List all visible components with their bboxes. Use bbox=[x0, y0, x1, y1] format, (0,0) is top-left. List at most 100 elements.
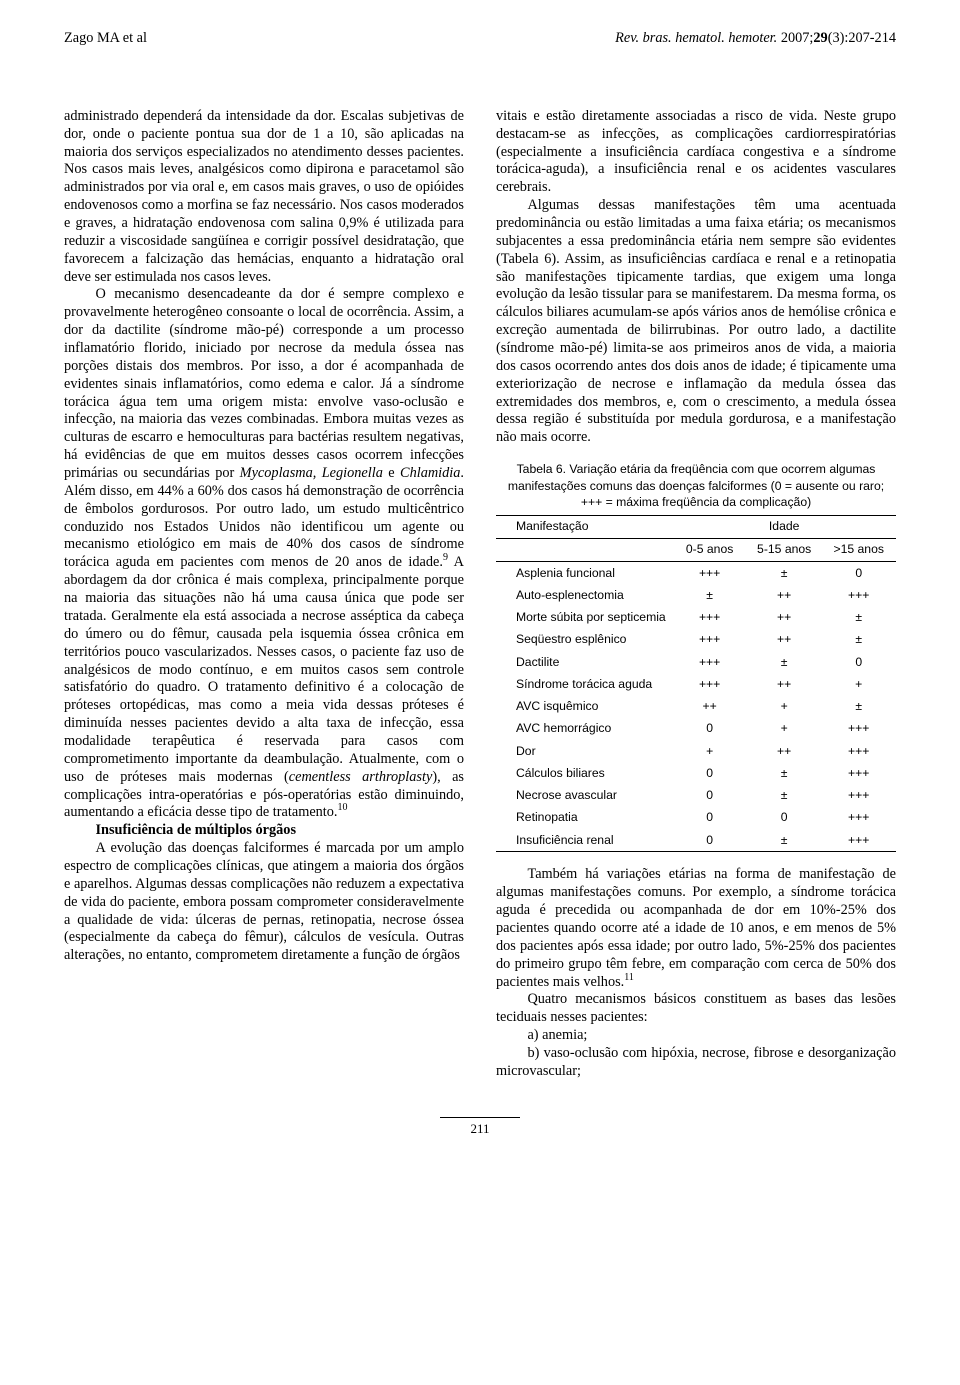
row-value: ++ bbox=[747, 629, 822, 651]
table-row: Seqüestro esplênico+++++± bbox=[496, 629, 896, 651]
journal-year: 2007; bbox=[781, 30, 814, 46]
ref-10: 10 bbox=[338, 803, 348, 814]
table-body: Asplenia funcional+++±0Auto-esplenectomi… bbox=[496, 562, 896, 852]
th-manifest: Manifestação bbox=[496, 515, 672, 538]
journal-vol: 29 bbox=[813, 30, 827, 46]
row-value: ++ bbox=[747, 673, 822, 695]
row-value: +++ bbox=[821, 740, 896, 762]
section-heading: Insuficiência de múltiplos órgãos bbox=[64, 822, 464, 840]
row-label: Insuficiência renal bbox=[496, 829, 672, 852]
row-value: + bbox=[672, 740, 747, 762]
text-run: A abordagem da dor crônica é mais comple… bbox=[64, 554, 464, 784]
row-value: +++ bbox=[672, 607, 747, 629]
right-p2: Algumas dessas manifestações têm uma ace… bbox=[496, 197, 896, 447]
row-value: ++ bbox=[672, 696, 747, 718]
row-label: AVC hemorrágico bbox=[496, 718, 672, 740]
text-run: O mecanismo desencadeante da dor é sempr… bbox=[64, 286, 464, 481]
row-value: ± bbox=[821, 629, 896, 651]
row-value: +++ bbox=[821, 718, 896, 740]
table-row: Morte súbita por septicemia+++++± bbox=[496, 607, 896, 629]
table-row: Retinopatia00+++ bbox=[496, 807, 896, 829]
row-value: 0 bbox=[672, 829, 747, 852]
row-value: +++ bbox=[672, 562, 747, 585]
row-value: ± bbox=[672, 584, 747, 606]
right-p1: vitais e estão diretamente associadas a … bbox=[496, 108, 896, 197]
row-value: +++ bbox=[821, 584, 896, 606]
row-label: Auto-esplenectomia bbox=[496, 584, 672, 606]
row-value: 0 bbox=[672, 785, 747, 807]
left-p3: A evolução das doenças falciformes é mar… bbox=[64, 840, 464, 965]
ref-11: 11 bbox=[624, 972, 634, 983]
th-age-1: 5-15 anos bbox=[747, 538, 822, 561]
table-row: AVC isquêmico+++± bbox=[496, 696, 896, 718]
text-run: e bbox=[383, 465, 400, 481]
table-row: Dor++++++ bbox=[496, 740, 896, 762]
row-label: Dor bbox=[496, 740, 672, 762]
row-value: ++ bbox=[747, 740, 822, 762]
row-value: ± bbox=[747, 829, 822, 852]
journal-name: Rev. bras. hematol. hemoter. bbox=[615, 30, 781, 46]
table-row: Necrose avascular0±+++ bbox=[496, 785, 896, 807]
row-value: 0 bbox=[672, 807, 747, 829]
row-value: +++ bbox=[821, 785, 896, 807]
running-header: Zago MA et al Rev. bras. hematol. hemote… bbox=[64, 30, 896, 48]
table-caption: Tabela 6. Variação etária da freqüência … bbox=[496, 461, 896, 514]
row-value: 0 bbox=[821, 562, 896, 585]
table-header-row-2: 0-5 anos 5-15 anos >15 anos bbox=[496, 538, 896, 561]
row-value: + bbox=[747, 718, 822, 740]
table-row: Asplenia funcional+++±0 bbox=[496, 562, 896, 585]
row-value: ± bbox=[747, 785, 822, 807]
row-value: ++ bbox=[747, 607, 822, 629]
mech-a: a) anemia; bbox=[496, 1027, 896, 1045]
row-value: +++ bbox=[821, 762, 896, 784]
right-p4: Quatro mecanismos básicos constituem as … bbox=[496, 991, 896, 1027]
row-value: ± bbox=[747, 762, 822, 784]
row-value: 0 bbox=[747, 807, 822, 829]
row-label: Síndrome torácica aguda bbox=[496, 673, 672, 695]
row-value: ± bbox=[821, 607, 896, 629]
row-value: 0 bbox=[672, 762, 747, 784]
row-label: Asplenia funcional bbox=[496, 562, 672, 585]
row-value: ± bbox=[747, 651, 822, 673]
journal-issue: (3):207-214 bbox=[828, 30, 896, 46]
table-row: Dactilite+++±0 bbox=[496, 651, 896, 673]
organisms-italic-1: Mycoplasma, Legionella bbox=[240, 465, 383, 481]
row-value: 0 bbox=[821, 651, 896, 673]
text-run: Também há variações etárias na forma de … bbox=[496, 866, 896, 989]
mech-b: b) vaso-oclusão com hipóxia, necrose, fi… bbox=[496, 1045, 896, 1081]
table-row: Cálculos biliares0±+++ bbox=[496, 762, 896, 784]
row-value: ± bbox=[747, 562, 822, 585]
row-value: ± bbox=[821, 696, 896, 718]
th-blank bbox=[496, 538, 672, 561]
row-value: ++ bbox=[747, 584, 822, 606]
left-column: administrado dependerá da intensidade da… bbox=[64, 108, 464, 1081]
row-label: Dactilite bbox=[496, 651, 672, 673]
left-p2: O mecanismo desencadeante da dor é sempr… bbox=[64, 286, 464, 822]
th-age-2: >15 anos bbox=[821, 538, 896, 561]
right-p3: Também há variações etárias na forma de … bbox=[496, 866, 896, 991]
table-row: Insuficiência renal0±+++ bbox=[496, 829, 896, 852]
page-number: 211 bbox=[64, 1117, 896, 1137]
row-value: +++ bbox=[672, 651, 747, 673]
term-italic: cementless arthroplasty bbox=[289, 769, 433, 785]
table-row: Síndrome torácica aguda++++++ bbox=[496, 673, 896, 695]
table-row: AVC hemorrágico0++++ bbox=[496, 718, 896, 740]
row-label: Necrose avascular bbox=[496, 785, 672, 807]
row-label: AVC isquêmico bbox=[496, 696, 672, 718]
row-label: Cálculos biliares bbox=[496, 762, 672, 784]
header-right: Rev. bras. hematol. hemoter. 2007;29(3):… bbox=[615, 30, 896, 48]
row-value: +++ bbox=[672, 629, 747, 651]
left-p1: administrado dependerá da intensidade da… bbox=[64, 108, 464, 287]
row-value: +++ bbox=[672, 673, 747, 695]
row-value: + bbox=[821, 673, 896, 695]
th-idade: Idade bbox=[672, 515, 896, 538]
row-label: Morte súbita por septicemia bbox=[496, 607, 672, 629]
table-header-row-1: Manifestação Idade bbox=[496, 515, 896, 538]
table-6-grid: Manifestação Idade 0-5 anos 5-15 anos >1… bbox=[496, 515, 896, 853]
table-6: Tabela 6. Variação etária da freqüência … bbox=[496, 461, 896, 852]
organisms-italic-2: Chlamidia bbox=[400, 465, 460, 481]
header-left: Zago MA et al bbox=[64, 30, 147, 48]
two-column-layout: administrado dependerá da intensidade da… bbox=[64, 108, 896, 1081]
th-age-0: 0-5 anos bbox=[672, 538, 747, 561]
right-column: vitais e estão diretamente associadas a … bbox=[496, 108, 896, 1081]
